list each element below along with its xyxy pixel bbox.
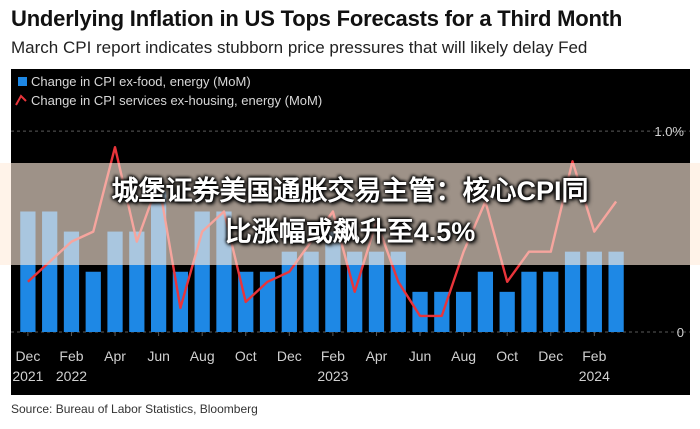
x-tick-year: 2022 <box>56 368 87 384</box>
x-tick-month: Dec <box>277 348 302 364</box>
bar <box>412 291 428 332</box>
x-tick-month: Oct <box>496 348 518 364</box>
x-tick-month: Jun <box>409 348 432 364</box>
x-tick-year: 2024 <box>579 368 610 384</box>
bar <box>521 271 537 332</box>
legend-swatch-bars <box>18 77 27 86</box>
legend-swatch-line <box>15 94 27 106</box>
chart-title: Underlying Inflation in US Tops Forecast… <box>11 6 623 31</box>
x-tick-month: Dec <box>15 348 40 364</box>
y-tick-label: 1.0% <box>654 124 684 139</box>
x-tick-month: Feb <box>59 348 83 364</box>
legend: Change in CPI ex-food, energy (MoM) Chan… <box>15 74 322 108</box>
headline-overlay: 城堡证券美国通胀交易主管：核心CPI同 比涨幅或飙升至4.5% <box>0 171 700 253</box>
x-tick-month: Dec <box>538 348 563 364</box>
x-tick-month: Aug <box>190 348 215 364</box>
legend-label-bars: Change in CPI ex-food, energy (MoM) <box>31 74 251 89</box>
headline-line-1: 城堡证券美国通胀交易主管：核心CPI同 <box>111 176 589 206</box>
x-tick-month: Feb <box>582 348 606 364</box>
x-tick-month: Jun <box>147 348 170 364</box>
x-tick-month: Apr <box>104 348 126 364</box>
bar <box>368 251 385 332</box>
bar <box>281 251 297 332</box>
bar <box>477 271 494 332</box>
source-note: Source: Bureau of Labor Statistics, Bloo… <box>11 402 258 416</box>
headline-line-2: 比涨幅或飙升至4.5% <box>224 217 476 247</box>
bar <box>586 251 602 332</box>
bar <box>303 251 319 332</box>
bar <box>608 251 624 332</box>
bar <box>499 291 515 332</box>
x-tick-year: 2021 <box>12 368 43 384</box>
x-tick-month: Aug <box>451 348 476 364</box>
axis-layer: 1.0% 0 Dec 2021 Feb 2022 Apr Jun Aug Oct Dec Feb 202… <box>12 124 684 384</box>
legend-label-line: Change in CPI services ex-housing, energ… <box>31 93 322 108</box>
bar <box>455 291 472 332</box>
x-tick-year: 2023 <box>317 368 348 384</box>
y-tick-label: 0 <box>677 325 684 340</box>
chart-subtitle: March CPI report indicates stubborn pric… <box>11 38 588 57</box>
bar <box>85 271 101 332</box>
bar <box>543 271 559 332</box>
watermark-band <box>0 163 700 265</box>
x-tick-month: Feb <box>321 348 345 364</box>
x-tick-month: Apr <box>366 348 388 364</box>
x-tick-month: Oct <box>235 348 257 364</box>
bar <box>564 251 581 332</box>
